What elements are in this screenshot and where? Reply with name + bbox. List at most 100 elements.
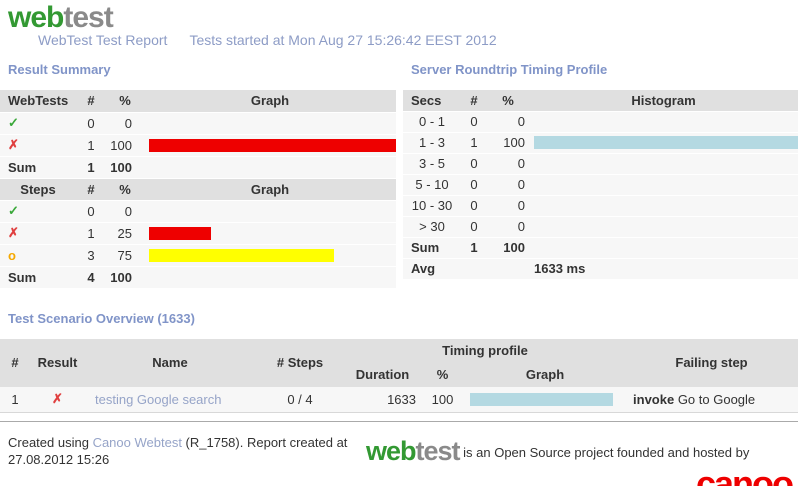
table-row: Sum 4 100 xyxy=(0,266,396,289)
webtests-col-count: # xyxy=(76,90,106,113)
table-row: 10 - 30 0 0 xyxy=(403,195,798,217)
timing-pct: 0 xyxy=(487,174,529,196)
webtests-sum-label: Sum xyxy=(0,156,76,179)
timing-range: 10 - 30 xyxy=(403,195,461,217)
timing-count: 0 xyxy=(461,195,487,217)
webtest-logo-test: test xyxy=(63,1,113,34)
webtest-logo-web: web xyxy=(366,436,417,466)
table-row: o 3 75 xyxy=(0,244,396,267)
webtests-success-pct: 0 xyxy=(106,112,144,135)
timing-count: 0 xyxy=(461,153,487,175)
steps-failure-count: 1 xyxy=(76,222,106,245)
failing-step-text: Go to Google xyxy=(674,391,756,407)
table-row: ✗ 1 100 xyxy=(0,134,396,157)
timing-col-count: # xyxy=(461,90,487,112)
steps-sum-count: 4 xyxy=(76,266,106,289)
timing-sum-pct: 100 xyxy=(487,237,529,259)
table-row: Sum 1 100 xyxy=(0,156,396,179)
timing-range: > 30 xyxy=(403,216,461,238)
success-check-icon: ✓ xyxy=(0,112,76,135)
webtests-steps-table: WebTests # % Graph ✓ 0 0 ✗ 1 100 Sum 1 1… xyxy=(0,90,396,289)
timing-pct: 0 xyxy=(487,111,529,133)
steps-failure-pct: 25 xyxy=(106,222,144,245)
table-row: ✓ 0 0 xyxy=(0,112,396,135)
scenario-pct-value: 100 xyxy=(420,386,465,413)
table-row: > 30 0 0 xyxy=(403,216,798,238)
steps-skipped-count: 3 xyxy=(76,244,106,267)
steps-failure-bar xyxy=(149,226,211,240)
timing-count: 0 xyxy=(461,174,487,196)
timing-range: 5 - 10 xyxy=(403,174,461,196)
report-title: WebTest Test Report xyxy=(38,32,168,48)
result-summary-section: Result Summary WebTests # % Graph ✓ 0 0 … xyxy=(0,62,396,289)
webtests-failure-pct: 100 xyxy=(106,134,144,157)
timing-profile-section: Server Roundtrip Timing Profile Secs # %… xyxy=(403,62,798,289)
failure-x-icon: ✗ xyxy=(30,386,85,413)
table-row: ✓ 0 0 xyxy=(0,200,396,223)
footer-created-text: Created using Canoo Webtest (R_1758). Re… xyxy=(8,434,366,486)
scenario-col-steps: # Steps xyxy=(255,338,345,387)
scenario-header-row-2: Duration % Graph xyxy=(0,362,798,387)
timing-col-secs: Secs xyxy=(403,90,461,112)
steps-success-count: 0 xyxy=(76,200,106,223)
timing-count: 0 xyxy=(461,111,487,133)
timing-header-row: Secs # % Histogram xyxy=(403,90,798,112)
timing-avg-label: Avg xyxy=(403,258,461,280)
webtests-success-count: 0 xyxy=(76,112,106,135)
scenario-overview-section: Test Scenario Overview (1633) # Result N… xyxy=(0,310,798,413)
scenario-row-num: 1 xyxy=(0,386,30,413)
result-summary-title: Result Summary xyxy=(8,62,111,77)
webtests-sum-pct: 100 xyxy=(106,156,144,179)
steps-skipped-pct: 75 xyxy=(106,244,144,267)
success-check-icon: ✓ xyxy=(0,200,76,223)
table-row: Avg 1633 ms xyxy=(403,258,798,280)
scenario-name-link[interactable]: testing Google search xyxy=(95,391,222,407)
timing-sum-count: 1 xyxy=(461,237,487,259)
webtests-col-pct: % xyxy=(106,90,144,113)
canoo-logo: canoo xyxy=(695,463,794,486)
scenario-duration-value: 1633 xyxy=(345,386,420,413)
table-row: 0 - 1 0 0 xyxy=(403,111,798,133)
scenario-timing-bar xyxy=(470,392,613,406)
webtest-logo: webtest xyxy=(8,1,798,34)
timing-pct: 0 xyxy=(487,153,529,175)
open-source-tagline: is an Open Source project founded and ho… xyxy=(459,445,750,460)
scenario-overview-title: Test Scenario Overview (1633) xyxy=(8,310,195,326)
scenario-col-failing-step: Failing step xyxy=(625,338,798,387)
scenario-col-graph: Graph xyxy=(465,362,626,387)
timing-count: 1 xyxy=(461,132,487,154)
timing-pct: 0 xyxy=(487,216,529,238)
tests-started-text: Tests started at Mon Aug 27 15:26:42 EES… xyxy=(189,32,497,48)
scenario-col-duration: Duration xyxy=(345,362,420,387)
created-prefix: Created using xyxy=(8,435,93,450)
webtests-failure-bar xyxy=(149,138,396,152)
webtests-col-label: WebTests xyxy=(0,90,76,113)
webtests-col-graph: Graph xyxy=(144,90,396,113)
timing-col-histogram: Histogram xyxy=(529,90,798,112)
table-row: 1 ✗ testing Google search 0 / 4 1633 100… xyxy=(0,386,798,413)
timing-count: 0 xyxy=(461,216,487,238)
webtests-sum-count: 1 xyxy=(76,156,106,179)
scenario-col-num: # xyxy=(0,338,30,387)
created-suffix: (R_1758). Report created at 27.08.2012 1… xyxy=(8,435,348,467)
steps-success-pct: 0 xyxy=(106,200,144,223)
canoo-webtest-link[interactable]: Canoo Webtest xyxy=(92,435,182,450)
timing-profile-title: Server Roundtrip Timing Profile xyxy=(411,62,608,77)
report-footer: Created using Canoo Webtest (R_1758). Re… xyxy=(0,422,798,486)
steps-skipped-bar xyxy=(149,248,335,262)
webtests-failure-count: 1 xyxy=(76,134,106,157)
scenario-col-timing-profile: Timing profile xyxy=(345,338,626,363)
timing-profile-table: Secs # % Histogram 0 - 1 0 0 1 - 3 1 100… xyxy=(403,90,798,280)
steps-col-pct: % xyxy=(106,178,144,201)
scenario-header-row-1: # Result Name # Steps Timing profile Fai… xyxy=(0,338,798,387)
steps-sum-pct: 100 xyxy=(106,266,144,289)
report-subtitle: WebTest Test Report Tests started at Mon … xyxy=(38,32,798,48)
failure-x-icon: ✗ xyxy=(0,222,76,245)
footer-divider xyxy=(0,421,798,422)
webtest-logo-footer: webtest xyxy=(366,436,461,466)
not-executed-icon: o xyxy=(0,244,76,267)
report-header: webtest WebTest Test Report Tests started… xyxy=(0,0,798,49)
scenario-steps-value: 0 / 4 xyxy=(255,386,345,413)
steps-col-count: # xyxy=(76,178,106,201)
failing-step-command: invoke xyxy=(633,391,675,407)
